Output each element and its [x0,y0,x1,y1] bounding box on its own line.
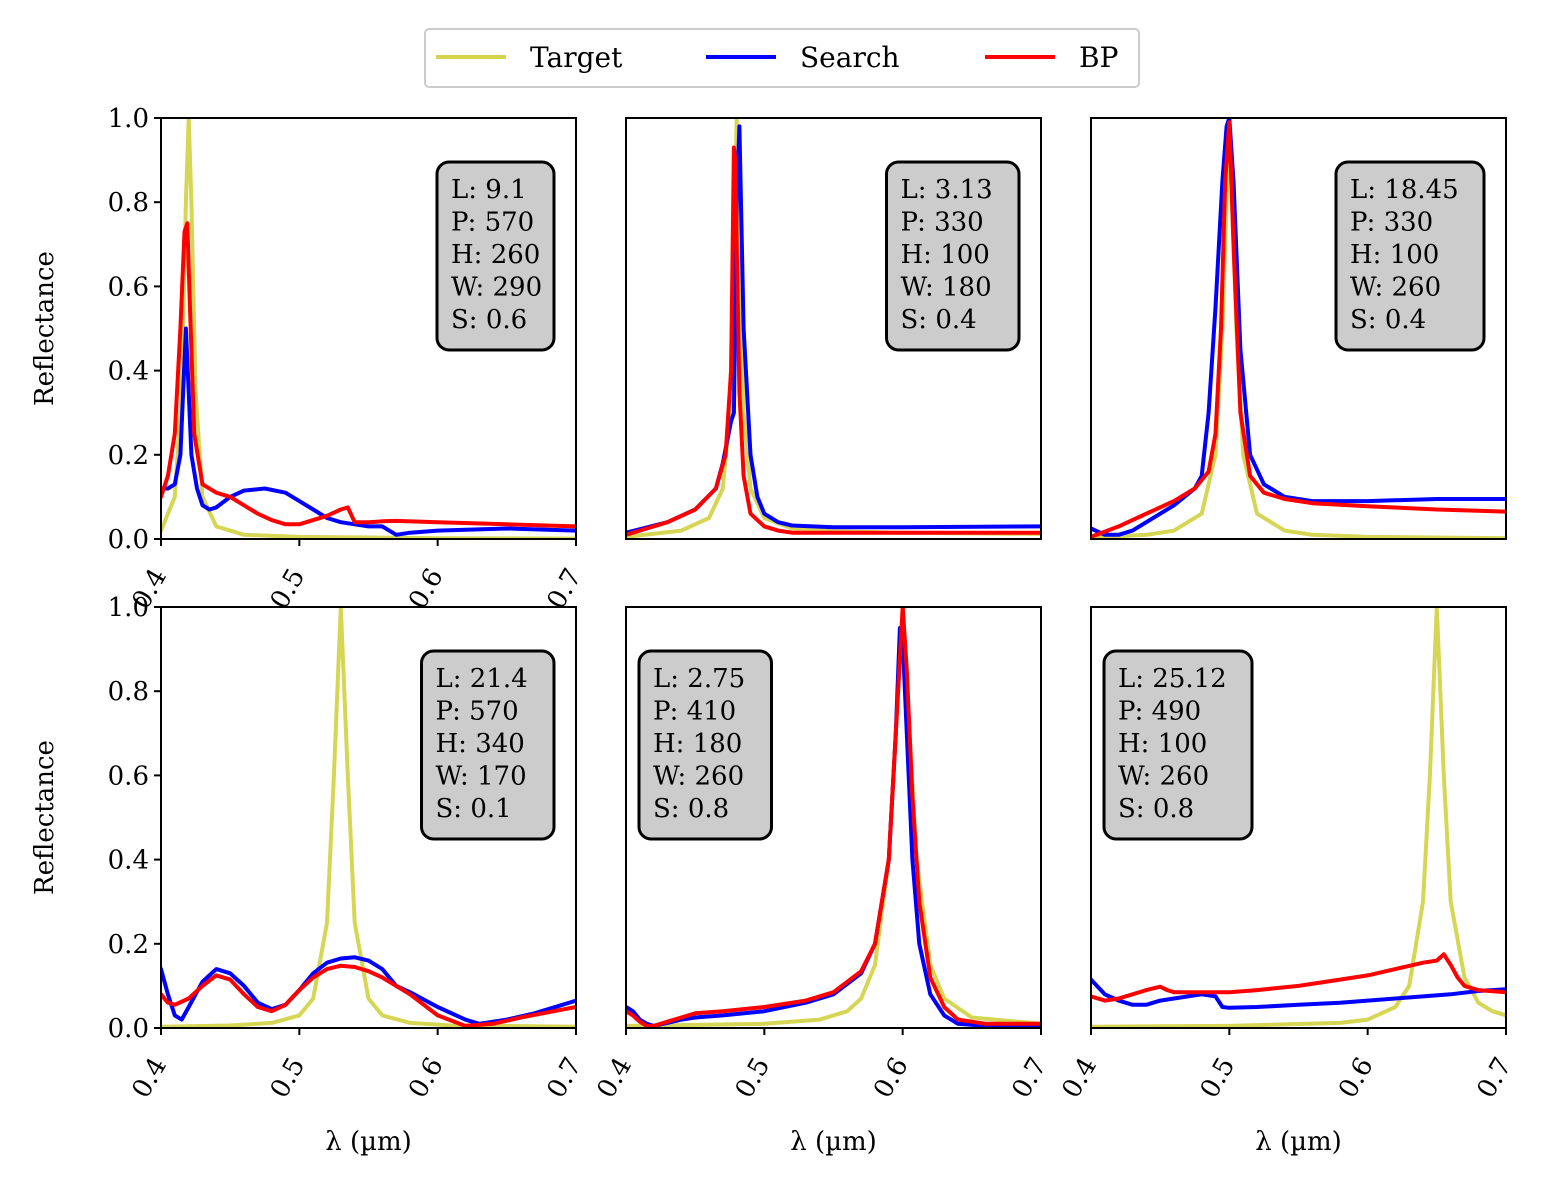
x-axis-title: λ (µm) [790,1127,877,1157]
subplot-grid: 0.00.20.40.60.81.00.4 0.5 0.6 0.7Reflectanc… [30,104,1518,1157]
subplot-1: 0.00.20.40.60.81.00.4 0.5 0.6 0.7Reflectanc… [30,104,588,614]
annotation-line: P: 570 [436,697,519,727]
annotation-box [1102,649,1254,841]
series-line-bp [626,607,1041,1028]
legend-frame [424,28,1140,88]
y-axis-title: Reflectance [30,251,60,406]
legend: Target Search BP [424,28,1140,88]
plot-frame [625,606,1042,1029]
y-tick-label: 0.0 [108,525,149,555]
y-tick-label: 0.4 [108,357,149,387]
annotation-line: L: 21.4 [436,664,528,694]
annotation-line: P: 490 [1118,697,1201,727]
series-line-search [161,326,576,537]
series-line-bp [1091,952,1506,1003]
annotation-box [885,160,1021,352]
series-group [161,607,576,1028]
annotation-line: H: 260 [451,240,540,270]
annotation-line: W: 290 [451,273,542,303]
series-line-search [1091,118,1506,537]
y-tick-label: 1.0 [108,593,149,623]
annotation-box [435,160,556,352]
annotation-line: S: 0.8 [653,794,729,824]
annotation-line: W: 260 [1118,762,1209,792]
annotation-line: S: 0.1 [436,794,512,824]
series-group [626,607,1041,1028]
y-tick-label: 0.6 [108,272,149,302]
series-line-bp [161,221,576,529]
series-group [1091,607,1506,1028]
subplot-4: 0.00.20.40.60.81.00.4 0.5 0.6 0.7Reflectanc… [30,593,588,1157]
y-tick-label: 0.0 [108,1014,149,1044]
y-tick-label: 0.2 [108,930,149,960]
x-axis-title: λ (µm) [1255,1127,1342,1157]
series-line-search [161,955,576,1026]
y-tick-label: 0.4 [108,846,149,876]
y-axis-title: Reflectance [30,740,60,895]
plot-frame [625,117,1042,540]
annotation-line: H: 100 [1350,240,1439,270]
plot-frame [160,117,577,540]
annotation-line: W: 260 [1350,273,1441,303]
series-line-bp [161,963,576,1028]
series-group [626,118,1041,539]
plot-frame [1090,606,1507,1029]
annotation-line: L: 25.12 [1118,664,1227,694]
y-tick-label: 0.8 [108,188,149,218]
annotation-line: S: 0.4 [901,305,977,335]
series-line-target [161,607,576,1028]
annotation-line: L: 2.75 [653,664,745,694]
y-tick-label: 0.6 [108,761,149,791]
annotation-line: H: 100 [1118,729,1207,759]
annotation-line: S: 0.8 [1118,794,1194,824]
y-tick-label: 0.8 [108,677,149,707]
annotation-line: H: 180 [653,729,742,759]
x-axis-title: λ (µm) [325,1127,412,1157]
series-line-target [626,118,1041,539]
y-tick-label: 0.2 [108,441,149,471]
annotation-line: P: 570 [451,208,534,238]
annotation-line: L: 9.1 [451,175,527,205]
annotation-line: W: 260 [653,762,744,792]
annotation-line: W: 180 [901,273,992,303]
annotation-box [637,649,773,841]
legend-label-bp: BP [1079,41,1118,74]
series-line-search [1091,977,1506,1010]
series-line-bp [1091,120,1506,539]
annotation-line: H: 340 [436,729,525,759]
series-group [1091,118,1506,539]
plot-frame [160,606,577,1029]
plot-frame [1090,117,1507,540]
y-tick-label: 1.0 [108,104,149,134]
annotation-line: P: 330 [901,208,984,238]
annotation-line: L: 18.45 [1350,175,1459,205]
annotation-line: W: 170 [436,762,527,792]
legend-label-target: Target [530,41,623,74]
annotation-line: S: 0.4 [1350,305,1426,335]
annotation-line: L: 3.13 [901,175,993,205]
series-line-target [1091,607,1506,1028]
legend-label-search: Search [800,41,900,74]
annotation-line: P: 330 [1350,208,1433,238]
annotation-line: H: 100 [901,240,990,270]
annotation-line: P: 410 [653,697,736,727]
annotation-box [420,649,556,841]
series-line-bp [626,145,1041,537]
annotation-box [1334,160,1486,352]
series-group [161,118,576,539]
annotation-line: S: 0.6 [451,305,527,335]
